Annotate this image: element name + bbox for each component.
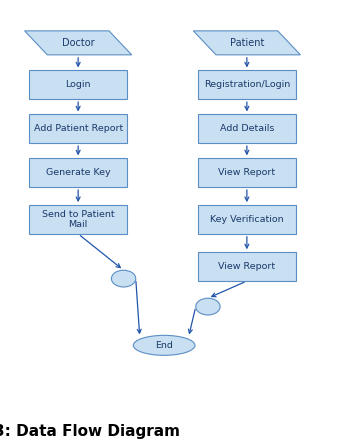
FancyBboxPatch shape bbox=[198, 115, 295, 143]
Polygon shape bbox=[193, 31, 300, 55]
Text: Doctor: Doctor bbox=[62, 38, 94, 48]
FancyBboxPatch shape bbox=[29, 115, 127, 143]
Text: End: End bbox=[155, 341, 173, 350]
Text: Generate Key: Generate Key bbox=[46, 168, 111, 177]
FancyBboxPatch shape bbox=[29, 205, 127, 234]
FancyBboxPatch shape bbox=[198, 159, 295, 187]
Text: Login: Login bbox=[65, 80, 91, 89]
FancyBboxPatch shape bbox=[29, 159, 127, 187]
Ellipse shape bbox=[133, 335, 195, 355]
Text: Registration/Login: Registration/Login bbox=[204, 80, 290, 89]
Text: Add Details: Add Details bbox=[220, 124, 274, 133]
Text: View Report: View Report bbox=[218, 262, 275, 271]
Text: Send to Patient
Mail: Send to Patient Mail bbox=[42, 210, 115, 229]
Text: Patient: Patient bbox=[230, 38, 264, 48]
Text: Add Patient Report: Add Patient Report bbox=[33, 124, 123, 133]
Ellipse shape bbox=[112, 270, 136, 287]
Text: View Report: View Report bbox=[218, 168, 275, 177]
Polygon shape bbox=[25, 31, 132, 55]
Text: 3: Data Flow Diagram: 3: Data Flow Diagram bbox=[0, 424, 180, 440]
Text: Key Verification: Key Verification bbox=[210, 215, 284, 224]
Ellipse shape bbox=[196, 298, 220, 315]
FancyBboxPatch shape bbox=[29, 71, 127, 99]
FancyBboxPatch shape bbox=[198, 205, 295, 234]
FancyBboxPatch shape bbox=[198, 252, 295, 281]
FancyBboxPatch shape bbox=[198, 71, 295, 99]
